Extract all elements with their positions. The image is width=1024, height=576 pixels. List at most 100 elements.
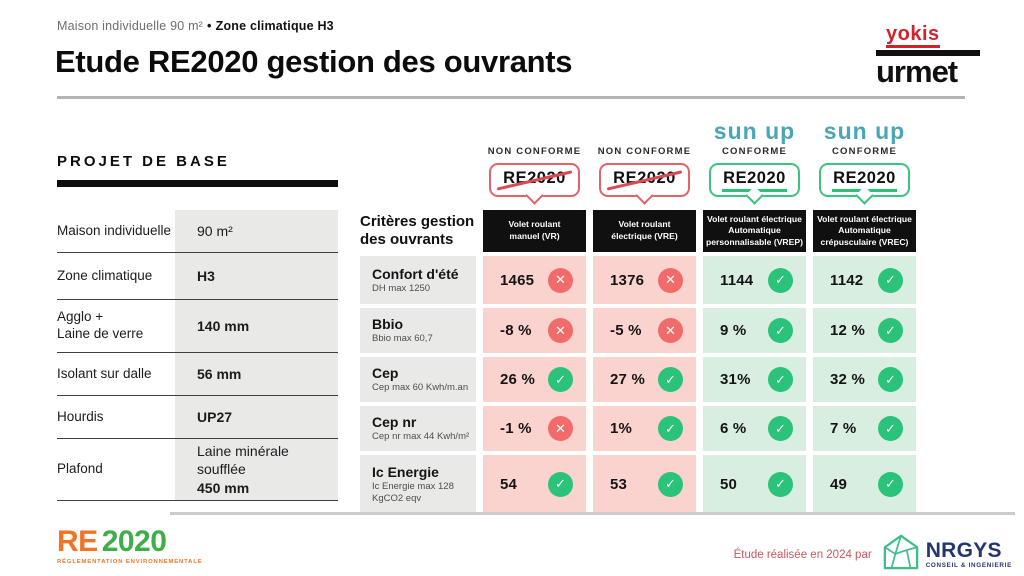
base-row: Isolant sur dalle 56 mm <box>57 353 338 396</box>
re2020-badge: RE2020 <box>599 163 690 197</box>
cell-value: 27 % <box>610 371 645 388</box>
criterion-threshold: Cep nr max 44 Kwh/m² <box>372 431 470 443</box>
value-cell: 27 % ✓ <box>593 357 696 402</box>
context-line: Maison individuelle 90 m² • Zone climatiqu… <box>57 19 334 33</box>
cell-value: -5 % <box>610 322 642 339</box>
value-cell: 9 % ✓ <box>703 308 806 353</box>
status-icon: ✓ <box>768 416 793 441</box>
base-row: Hourdis UP27 <box>57 396 338 439</box>
value-cell: 1144 ✓ <box>703 256 806 304</box>
value-cell: 50 ✓ <box>703 455 806 513</box>
re2020-badge: RE2020 <box>819 163 910 197</box>
value-cell: 26 % ✓ <box>483 357 586 402</box>
context-separator: • <box>207 19 212 33</box>
status-icon: ✓ <box>768 318 793 343</box>
criterion-threshold: Bbio max 60,7 <box>372 333 433 345</box>
badge-text: RE2020 <box>833 169 896 187</box>
cell-value: 1376 <box>610 271 645 289</box>
badge-non-conforme: NON CONFORME RE2020 <box>483 118 586 206</box>
criterion-threshold: Cep max 60 Kwh/m.an <box>372 382 469 394</box>
criterion-label: Bbio Bbio max 60,7 <box>360 308 476 353</box>
value-cell: -1 % ✕ <box>483 406 586 451</box>
base-row-value: UP27 <box>175 396 338 438</box>
value-cell: 6 % ✓ <box>703 406 806 451</box>
value-bold: UP27 <box>197 408 233 425</box>
status-icon: ✕ <box>548 416 573 441</box>
cell-value: 9 % <box>720 322 747 339</box>
cell-value: 1% <box>610 420 633 437</box>
value-cell: 1465 ✕ <box>483 256 586 304</box>
cell-value: -1 % <box>500 420 532 437</box>
status-icon: ✓ <box>548 471 573 497</box>
conformity-label: NON CONFORME <box>597 146 692 157</box>
cell-value: 7 % <box>830 420 857 437</box>
cell-value: 32 % <box>830 371 865 388</box>
value-cell: 31% ✓ <box>703 357 806 402</box>
status-icon: ✓ <box>548 367 573 392</box>
cell-value: 12 % <box>830 322 865 339</box>
base-row: Plafond Laine minérale soufflée 450 mm <box>57 439 338 501</box>
base-row-label: Maison individuelle <box>57 222 172 238</box>
value-cell: -5 % ✕ <box>593 308 696 353</box>
value-cell: 54 ✓ <box>483 455 586 513</box>
criterion-threshold: DH max 1250 <box>372 282 431 294</box>
table-bottom-shadow <box>170 512 1015 515</box>
criteria-heading: Critères gestion des ouvrants <box>360 213 475 248</box>
cell-value: 1142 <box>830 271 864 289</box>
column-header-vrep: Volet roulant électrique Automatique per… <box>703 210 806 252</box>
base-row-value: 140 mm <box>175 300 338 352</box>
status-icon: ✓ <box>878 367 903 392</box>
re2020-logo-re: RE <box>57 525 98 558</box>
re2020-badge: RE2020 <box>709 163 800 197</box>
nrgys-subtitle: CONSEIL & INGENIERIE <box>925 562 1012 569</box>
cell-value: 54 <box>500 475 518 493</box>
base-row-label: Isolant sur dalle <box>57 365 152 381</box>
column-header-vr: Volet roulant manuel (VR) <box>483 210 586 252</box>
status-icon: ✓ <box>658 367 683 392</box>
value-bold: 56 mm <box>197 365 242 382</box>
base-row-value: 56 mm <box>175 353 338 395</box>
cell-value: 53 <box>610 475 628 493</box>
green-underline <box>832 189 897 192</box>
value-regular: Laine minérale soufflée <box>197 443 289 478</box>
re2020-logo: RE 2020 RÉGLEMENTATION ENVIRONNEMENTALE <box>57 525 202 566</box>
cell-value: 1465 <box>500 271 535 289</box>
conformity-label: CONFORME <box>721 146 787 157</box>
base-row: Maison individuelle 90 m² <box>57 210 338 253</box>
criterion-label: Confort d'été DH max 1250 <box>360 256 476 304</box>
base-row-label: Hourdis <box>57 408 104 424</box>
status-icon: ✓ <box>878 471 903 497</box>
criterion-name: Cep nr <box>372 414 417 431</box>
context-left: Maison individuelle 90 m² <box>57 19 204 33</box>
context-right: Zone climatique H3 <box>215 19 334 33</box>
status-icon: ✓ <box>878 416 903 441</box>
column-header-vrec: Volet roulant électrique Automatique cré… <box>813 210 916 252</box>
badge-conforme: sun up CONFORME RE2020 <box>813 118 916 206</box>
badge-conforme: sun up CONFORME RE2020 <box>703 118 806 206</box>
value-bold: 140 mm <box>197 317 250 334</box>
comparison-grid: NON CONFORME RE2020 NON CONFORME RE2020 … <box>360 118 916 513</box>
cell-value: 26 % <box>500 371 535 388</box>
house-icon <box>882 533 920 576</box>
cell-value: -8 % <box>500 322 532 339</box>
value-cell: 1142 ✓ <box>813 256 916 304</box>
base-row-label: Plafond <box>57 461 103 477</box>
heading-underline-bar <box>57 180 338 187</box>
re2020-logo-year: 2020 <box>101 525 167 558</box>
badge-non-conforme: NON CONFORME RE2020 <box>593 118 696 206</box>
cell-value: 49 <box>830 475 848 493</box>
criterion-name: Confort d'été <box>372 265 459 282</box>
conformity-label: CONFORME <box>831 146 897 157</box>
criterion-name: Ic Energie <box>372 464 439 481</box>
page-title: Etude RE2020 gestion des ouvrants <box>55 44 573 79</box>
base-row-value: H3 <box>175 253 338 299</box>
re2020-badge: RE2020 <box>489 163 580 197</box>
criterion-name: Cep <box>372 365 399 382</box>
nrgys-logo: NRGYS CONSEIL & INGENIERIE <box>882 533 1012 576</box>
value-bold: 450 mm <box>197 479 250 496</box>
status-icon: ✓ <box>878 318 903 343</box>
value-cell: -8 % ✕ <box>483 308 586 353</box>
conformity-label: NON CONFORME <box>487 146 582 157</box>
status-icon: ✓ <box>768 367 793 392</box>
